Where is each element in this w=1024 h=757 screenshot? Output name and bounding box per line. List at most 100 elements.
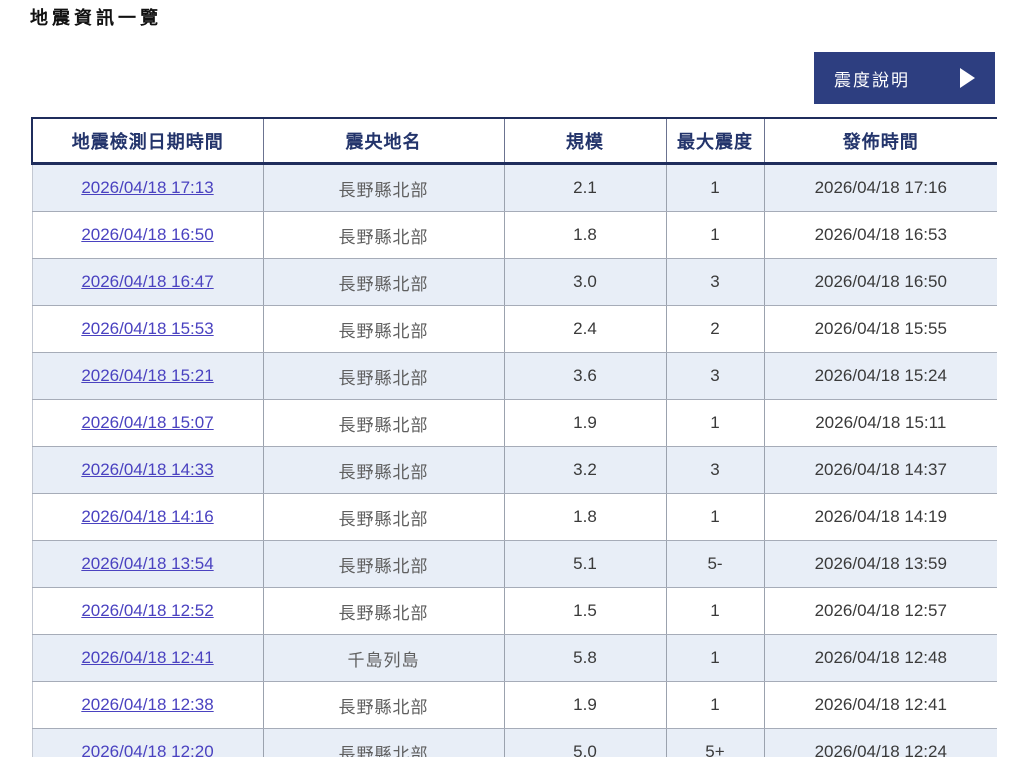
cell-epicenter: 長野縣北部 <box>262 163 504 212</box>
cell-max-intensity: 3 <box>665 446 764 494</box>
cell-detect-time: 2026/04/18 12:52 <box>31 587 263 635</box>
cell-magnitude: 1.8 <box>503 211 666 259</box>
cell-detect-time: 2026/04/18 15:21 <box>31 352 263 400</box>
earthquake-detail-link[interactable]: 2026/04/18 16:47 <box>81 272 214 291</box>
table-row: 2026/04/18 12:38 長野縣北部 1.9 1 2026/04/18 … <box>31 681 997 729</box>
table-row: 2026/04/18 12:41 千島列島 5.8 1 2026/04/18 1… <box>31 634 997 682</box>
cell-publish-time: 2026/04/18 12:57 <box>763 587 997 635</box>
earthquake-detail-link[interactable]: 2026/04/18 12:20 <box>81 742 214 757</box>
intensity-explanation-button-label: 震度說明 <box>834 70 910 90</box>
cell-magnitude: 3.2 <box>503 446 666 494</box>
cell-epicenter: 千島列島 <box>262 634 504 682</box>
play-triangle-icon <box>960 68 975 88</box>
earthquake-table: 地震檢測日期時間 震央地名 規模 最大震度 發佈時間 2026/04/18 17… <box>31 117 997 757</box>
cell-epicenter: 長野縣北部 <box>262 493 504 541</box>
earthquake-detail-link[interactable]: 2026/04/18 13:54 <box>81 554 214 573</box>
header-detect-time: 地震檢測日期時間 <box>31 117 263 165</box>
cell-magnitude: 2.1 <box>503 163 666 212</box>
table-row: 2026/04/18 15:21 長野縣北部 3.6 3 2026/04/18 … <box>31 352 997 400</box>
cell-max-intensity: 5- <box>665 540 764 588</box>
cell-detect-time: 2026/04/18 14:33 <box>31 446 263 494</box>
cell-magnitude: 5.8 <box>503 634 666 682</box>
cell-max-intensity: 1 <box>665 587 764 635</box>
cell-max-intensity: 3 <box>665 352 764 400</box>
cell-magnitude: 1.9 <box>503 399 666 447</box>
cell-detect-time: 2026/04/18 16:47 <box>31 258 263 306</box>
table-row: 2026/04/18 16:50 長野縣北部 1.8 1 2026/04/18 … <box>31 211 997 259</box>
cell-detect-time: 2026/04/18 12:41 <box>31 634 263 682</box>
header-row: 地震檢測日期時間 震央地名 規模 最大震度 發佈時間 <box>31 117 997 165</box>
table-row: 2026/04/18 16:47 長野縣北部 3.0 3 2026/04/18 … <box>31 258 997 306</box>
cell-detect-time: 2026/04/18 12:20 <box>31 728 263 757</box>
cell-max-intensity: 1 <box>665 634 764 682</box>
cell-publish-time: 2026/04/18 15:24 <box>763 352 997 400</box>
cell-max-intensity: 2 <box>665 305 764 353</box>
cell-magnitude: 1.8 <box>503 493 666 541</box>
cell-magnitude: 5.0 <box>503 728 666 757</box>
cell-epicenter: 長野縣北部 <box>262 540 504 588</box>
earthquake-table-header: 地震檢測日期時間 震央地名 規模 最大震度 發佈時間 <box>31 117 997 165</box>
table-row: 2026/04/18 14:16 長野縣北部 1.8 1 2026/04/18 … <box>31 493 997 541</box>
table-row: 2026/04/18 17:13 長野縣北部 2.1 1 2026/04/18 … <box>31 163 997 212</box>
header-publish-time: 發佈時間 <box>763 117 997 165</box>
cell-publish-time: 2026/04/18 14:19 <box>763 493 997 541</box>
table-row: 2026/04/18 15:53 長野縣北部 2.4 2 2026/04/18 … <box>31 305 997 353</box>
earthquake-detail-link[interactable]: 2026/04/18 12:41 <box>81 648 214 667</box>
table-row: 2026/04/18 15:07 長野縣北部 1.9 1 2026/04/18 … <box>31 399 997 447</box>
cell-publish-time: 2026/04/18 16:53 <box>763 211 997 259</box>
table-row: 2026/04/18 13:54 長野縣北部 5.1 5- 2026/04/18… <box>31 540 997 588</box>
earthquake-detail-link[interactable]: 2026/04/18 14:16 <box>81 507 214 526</box>
cell-epicenter: 長野縣北部 <box>262 681 504 729</box>
cell-max-intensity: 1 <box>665 163 764 212</box>
cell-magnitude: 1.5 <box>503 587 666 635</box>
earthquake-detail-link[interactable]: 2026/04/18 14:33 <box>81 460 214 479</box>
cell-epicenter: 長野縣北部 <box>262 587 504 635</box>
cell-detect-time: 2026/04/18 12:38 <box>31 681 263 729</box>
cell-epicenter: 長野縣北部 <box>262 305 504 353</box>
earthquake-detail-link[interactable]: 2026/04/18 12:38 <box>81 695 214 714</box>
cell-publish-time: 2026/04/18 14:37 <box>763 446 997 494</box>
table-row: 2026/04/18 12:20 長野縣北部 5.0 5+ 2026/04/18… <box>31 728 997 757</box>
cell-publish-time: 2026/04/18 12:24 <box>763 728 997 757</box>
cell-detect-time: 2026/04/18 16:50 <box>31 211 263 259</box>
cell-max-intensity: 1 <box>665 493 764 541</box>
page-title: 地震資訊一覽 <box>30 8 162 28</box>
cell-epicenter: 長野縣北部 <box>262 399 504 447</box>
earthquake-detail-link[interactable]: 2026/04/18 12:52 <box>81 601 214 620</box>
cell-magnitude: 3.6 <box>503 352 666 400</box>
cell-publish-time: 2026/04/18 12:41 <box>763 681 997 729</box>
table-row: 2026/04/18 12:52 長野縣北部 1.5 1 2026/04/18 … <box>31 587 997 635</box>
header-max-intensity: 最大震度 <box>665 117 764 165</box>
earthquake-detail-link[interactable]: 2026/04/18 15:07 <box>81 413 214 432</box>
intensity-explanation-button[interactable]: 震度說明 <box>814 52 995 104</box>
cell-publish-time: 2026/04/18 15:55 <box>763 305 997 353</box>
cell-epicenter: 長野縣北部 <box>262 352 504 400</box>
cell-epicenter: 長野縣北部 <box>262 446 504 494</box>
cell-publish-time: 2026/04/18 15:11 <box>763 399 997 447</box>
cell-max-intensity: 1 <box>665 399 764 447</box>
cell-magnitude: 2.4 <box>503 305 666 353</box>
cell-magnitude: 1.9 <box>503 681 666 729</box>
cell-magnitude: 5.1 <box>503 540 666 588</box>
cell-epicenter: 長野縣北部 <box>262 211 504 259</box>
earthquake-detail-link[interactable]: 2026/04/18 16:50 <box>81 225 214 244</box>
earthquake-table-body: 2026/04/18 17:13 長野縣北部 2.1 1 2026/04/18 … <box>31 163 997 757</box>
earthquake-detail-link[interactable]: 2026/04/18 15:21 <box>81 366 214 385</box>
cell-max-intensity: 3 <box>665 258 764 306</box>
earthquake-detail-link[interactable]: 2026/04/18 17:13 <box>81 178 214 197</box>
cell-detect-time: 2026/04/18 15:53 <box>31 305 263 353</box>
cell-epicenter: 長野縣北部 <box>262 258 504 306</box>
cell-detect-time: 2026/04/18 13:54 <box>31 540 263 588</box>
cell-detect-time: 2026/04/18 17:13 <box>31 163 263 212</box>
cell-publish-time: 2026/04/18 12:48 <box>763 634 997 682</box>
earthquake-detail-link[interactable]: 2026/04/18 15:53 <box>81 319 214 338</box>
header-epicenter: 震央地名 <box>262 117 504 165</box>
cell-magnitude: 3.0 <box>503 258 666 306</box>
cell-detect-time: 2026/04/18 15:07 <box>31 399 263 447</box>
cell-epicenter: 長野縣北部 <box>262 728 504 757</box>
cell-detect-time: 2026/04/18 14:16 <box>31 493 263 541</box>
cell-publish-time: 2026/04/18 13:59 <box>763 540 997 588</box>
cell-publish-time: 2026/04/18 16:50 <box>763 258 997 306</box>
cell-max-intensity: 1 <box>665 681 764 729</box>
cell-max-intensity: 1 <box>665 211 764 259</box>
